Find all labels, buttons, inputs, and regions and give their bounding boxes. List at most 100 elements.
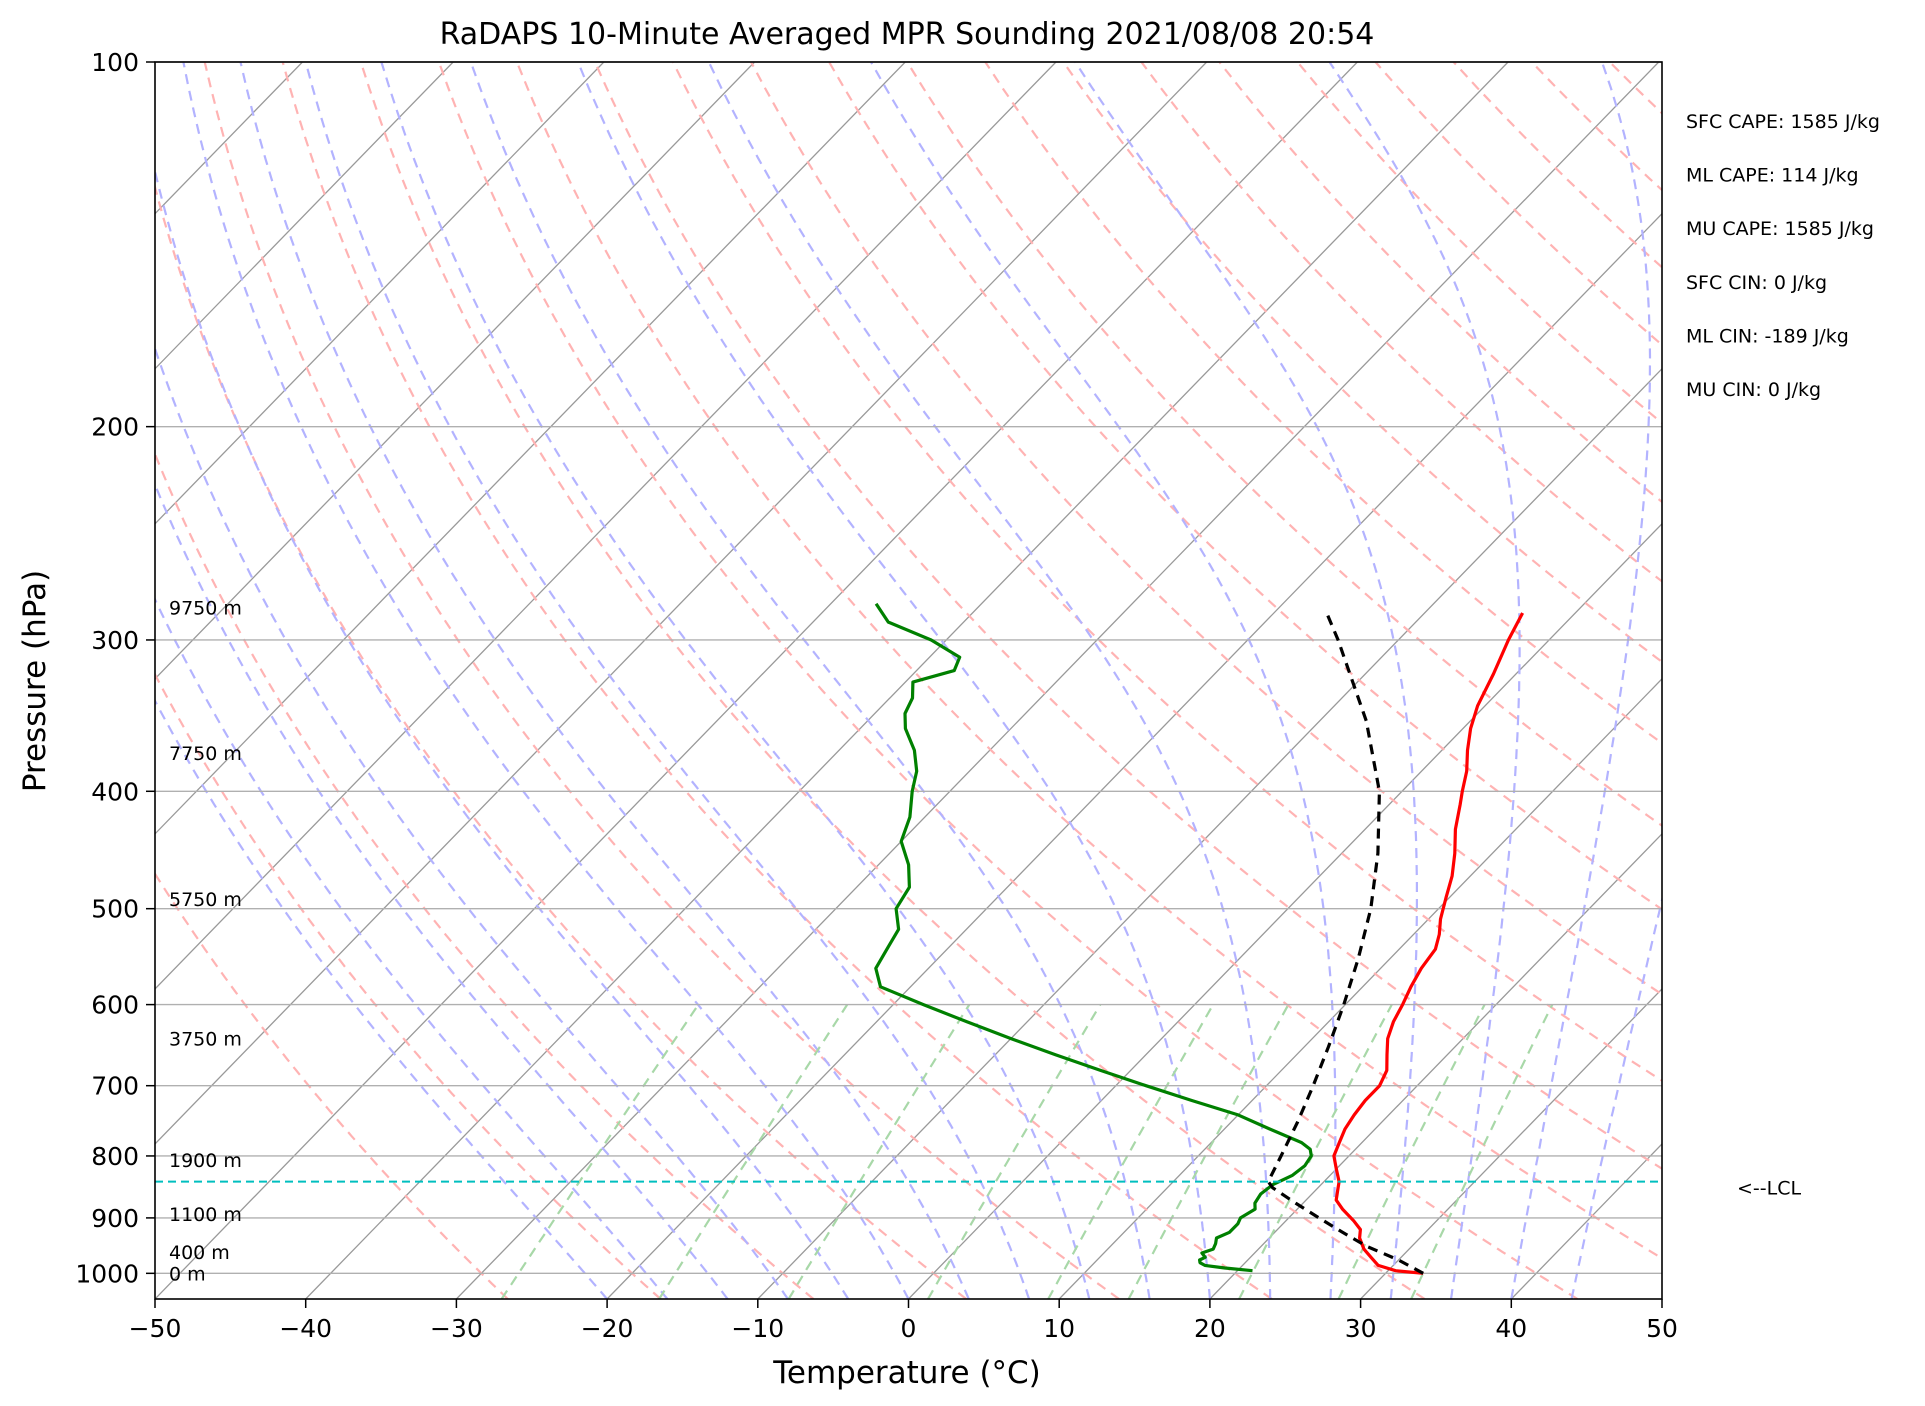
isotherm-line bbox=[155, 62, 1358, 1299]
mixing-ratio-line bbox=[1047, 1004, 1215, 1299]
mixing-ratio-line bbox=[500, 1003, 700, 1299]
isotherm-line bbox=[155, 62, 756, 680]
parcel-profile bbox=[1266, 612, 1424, 1275]
mixing-ratio-line bbox=[1410, 1004, 1554, 1299]
isotherm-line bbox=[757, 367, 1662, 1299]
sounding-profiles bbox=[155, 602, 1662, 1275]
moist-adiabat-line bbox=[155, 596, 669, 1299]
moist-adiabat-line bbox=[1074, 62, 1418, 1299]
mixing-ratio-line bbox=[658, 1004, 849, 1299]
moist-adiabat-line bbox=[380, 62, 1091, 1299]
y-axis-ticks: 100 200 300 400 500 600 700 800 900 1000 bbox=[75, 48, 155, 1288]
isotherm-line bbox=[1510, 1143, 1662, 1299]
y-tick-label: 600 bbox=[91, 991, 139, 1020]
x-tick-label: −40 bbox=[279, 1314, 332, 1343]
mixing-ratio-line bbox=[1238, 1004, 1393, 1299]
isotherm-line bbox=[155, 62, 454, 370]
moist-adiabat-line bbox=[155, 481, 729, 1299]
dry-adiabat-line bbox=[750, 62, 1662, 996]
stability-annotations: SFC CAPE: 1585 J/kg ML CAPE: 114 J/kg MU C… bbox=[1686, 111, 1880, 1200]
y-axis-label: Pressure (hPa) bbox=[17, 570, 53, 792]
stability-annotation: ML CIN: -189 J/kg bbox=[1686, 325, 1849, 347]
isotherm-line bbox=[1360, 987, 1662, 1299]
dry-adiabat-line bbox=[359, 62, 1426, 1299]
dry-adiabat-line bbox=[155, 871, 509, 1299]
dry-adiabat-line bbox=[1844, 62, 1925, 1299]
dry-adiabat-line bbox=[672, 62, 1662, 1083]
y-tick-label: 1000 bbox=[75, 1259, 139, 1288]
x-tick-label: −50 bbox=[129, 1314, 182, 1343]
isotherm-line bbox=[155, 62, 605, 525]
isotherm-line bbox=[606, 212, 1662, 1299]
moist-adiabat-line bbox=[576, 62, 1211, 1299]
dry-adiabat-line bbox=[1374, 62, 1662, 347]
moist-adiabat-line bbox=[1510, 62, 1652, 1299]
x-tick-label: 10 bbox=[1043, 1314, 1075, 1343]
moist-adiabat-line bbox=[1570, 895, 1662, 1299]
stability-annotation: MU CAPE: 1585 J/kg bbox=[1686, 218, 1874, 240]
y-tick-label: 800 bbox=[91, 1142, 139, 1171]
y-tick-label: 900 bbox=[91, 1204, 139, 1233]
y-tick-label: 400 bbox=[91, 777, 139, 806]
dry-adiabat-line bbox=[1766, 62, 1925, 1299]
dry-adiabat-line bbox=[281, 62, 1273, 1299]
dry-adiabat-line bbox=[1688, 62, 1925, 1299]
stability-annotation: ML CAPE: 114 J/kg bbox=[1686, 165, 1859, 187]
x-tick-label: 30 bbox=[1345, 1314, 1377, 1343]
moist-adiabat-line bbox=[155, 166, 850, 1299]
moist-adiabat-line bbox=[1328, 62, 1521, 1299]
stability-annotation: SFC CIN: 0 J/kg bbox=[1686, 272, 1827, 294]
isotherm-line bbox=[155, 62, 906, 835]
isotherm-line bbox=[908, 522, 1662, 1299]
x-axis-label: Temperature (°C) bbox=[772, 1355, 1041, 1391]
dry-adiabat-line bbox=[515, 62, 1662, 1260]
y-tick-label: 200 bbox=[91, 413, 139, 442]
chart-title: RaDAPS 10-Minute Averaged MPR Sounding 2… bbox=[440, 17, 1375, 52]
moist-adiabat-line bbox=[182, 62, 910, 1299]
x-tick-label: −10 bbox=[731, 1314, 784, 1343]
isotherm-line bbox=[1813, 62, 1925, 1299]
temperature-profile bbox=[1332, 612, 1525, 1275]
height-labels: 9750 m 7750 m 5750 m 3750 m 1900 m 1100 m 400 … bbox=[169, 597, 242, 1285]
height-label: 1900 m bbox=[169, 1150, 242, 1172]
moist-adiabat-line bbox=[707, 62, 1272, 1299]
height-label: 3750 m bbox=[169, 1029, 242, 1051]
dry-adiabat-line bbox=[1530, 62, 1662, 192]
dry-adiabat-line bbox=[906, 62, 1662, 828]
moist-adiabat-line bbox=[155, 698, 608, 1299]
height-label: 0 m bbox=[169, 1263, 206, 1285]
x-axis-ticks: −50 −40 −30 −20 −10 0 10 20 30 40 50 bbox=[129, 1299, 1678, 1343]
height-label: 9750 m bbox=[169, 597, 242, 619]
isotherm-line bbox=[1661, 1298, 1662, 1299]
dry-adiabat-line bbox=[155, 672, 662, 1299]
dry-adiabat-line bbox=[984, 62, 1662, 745]
moist-adiabat-line bbox=[304, 62, 1031, 1299]
dry-adiabat-line bbox=[1218, 62, 1662, 504]
stability-annotation: MU CIN: 0 J/kg bbox=[1686, 379, 1821, 401]
dry-adiabat-line bbox=[1140, 62, 1662, 583]
x-tick-label: −30 bbox=[430, 1314, 483, 1343]
dry-adiabat-line bbox=[203, 62, 1120, 1299]
background-reference-lines bbox=[155, 62, 1925, 1299]
isotherm-line bbox=[455, 62, 1660, 1299]
x-tick-label: 0 bbox=[901, 1314, 917, 1343]
x-tick-label: 40 bbox=[1495, 1314, 1527, 1343]
y-tick-label: 300 bbox=[91, 626, 139, 655]
dry-adiabat-line bbox=[1062, 62, 1662, 664]
y-tick-label: 700 bbox=[91, 1072, 139, 1101]
isotherm-line bbox=[155, 62, 1057, 990]
mixing-ratio-line bbox=[787, 1004, 971, 1299]
height-label: 5750 m bbox=[169, 889, 242, 911]
height-label: 1100 m bbox=[169, 1204, 242, 1226]
height-label: 7750 m bbox=[169, 743, 242, 765]
moist-adiabat-line bbox=[469, 62, 1151, 1299]
lcl-label: <--LCL bbox=[1737, 1178, 1801, 1200]
mixing-ratio-line bbox=[1127, 1004, 1290, 1299]
x-tick-label: 50 bbox=[1646, 1314, 1678, 1343]
isotherm-line bbox=[1058, 677, 1662, 1299]
dry-adiabat-line bbox=[1452, 62, 1662, 269]
mixing-ratio-line bbox=[1337, 1004, 1486, 1299]
dry-adiabat-line bbox=[828, 62, 1662, 911]
isotherm-line bbox=[1209, 832, 1662, 1299]
